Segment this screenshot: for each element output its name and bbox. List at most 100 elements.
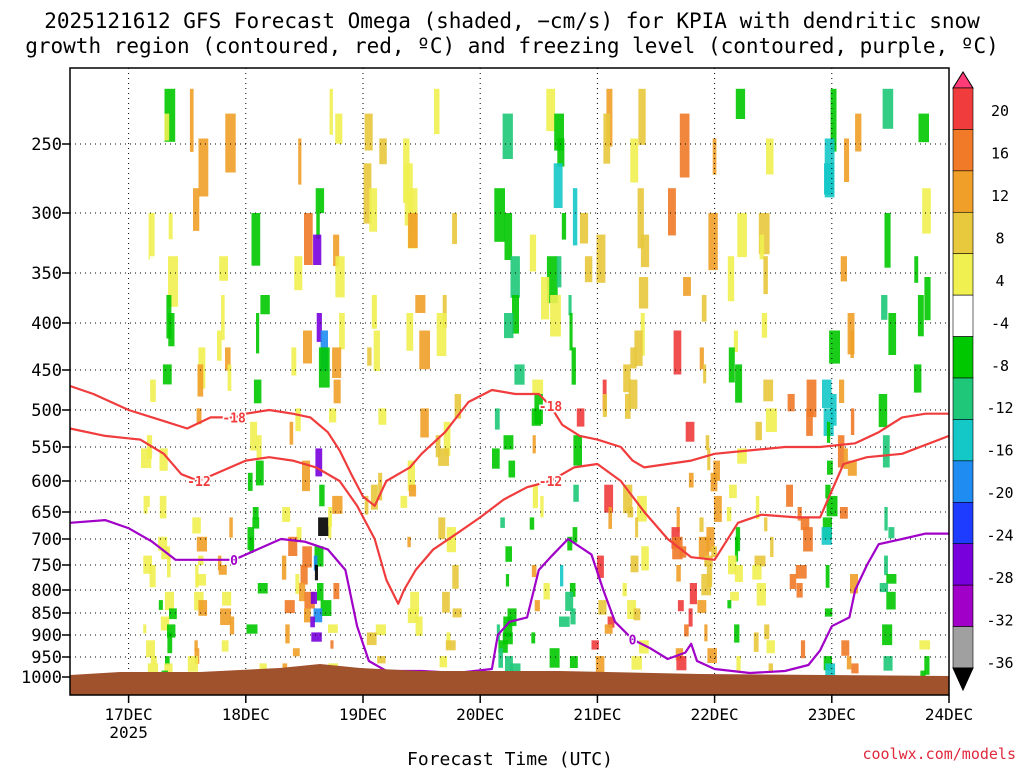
omega-cell [922, 188, 931, 234]
x-tick-label: 18DEC [222, 705, 270, 724]
omega-cell [198, 138, 209, 197]
omega-cell [883, 656, 893, 671]
omega-cell [256, 313, 260, 354]
omega-cell [822, 379, 832, 408]
omega-cell [434, 88, 440, 135]
omega-cell [847, 460, 857, 476]
omega-cell [438, 448, 449, 466]
omega-cell [159, 495, 167, 519]
omega-cell [727, 600, 732, 609]
omega-cell [150, 379, 156, 402]
omega-cell [736, 656, 741, 671]
omega-cell [573, 484, 579, 502]
x-tick-label: 20DEC [456, 705, 504, 724]
y-tick-label: 600 [31, 472, 62, 492]
colorbar-swatch [952, 626, 974, 669]
omega-cell [676, 656, 687, 671]
colorbar-label: 4 [995, 272, 1004, 290]
omega-cell [452, 608, 462, 618]
omega-cell [570, 608, 576, 625]
y-tick-label: 750 [31, 556, 62, 576]
omega-cell [335, 113, 343, 144]
omega-cell [454, 394, 462, 419]
omega-cell [638, 88, 646, 145]
omega-cell [579, 213, 589, 244]
omega-cell [502, 113, 513, 159]
omega-cell [713, 460, 720, 481]
omega-cell [597, 555, 604, 578]
colorbar-label: -16 [986, 442, 1013, 460]
omega-cell [699, 517, 704, 532]
omega-cell [888, 313, 897, 355]
colorbar-cap-bottom [952, 667, 974, 692]
omega-cell [168, 256, 179, 307]
terrain-fill [70, 664, 949, 695]
omega-cell [846, 656, 852, 670]
y-tick-label: 950 [31, 648, 62, 668]
omega-cell [187, 656, 198, 672]
omega-cell [249, 536, 254, 554]
omega-cell [407, 460, 415, 492]
omega-cell [442, 295, 447, 328]
colorbar-label: 12 [991, 187, 1009, 205]
omega-cell [510, 663, 521, 674]
omega-cell [688, 472, 694, 488]
omega-cell [635, 517, 639, 538]
omega-cell [196, 536, 207, 552]
omega-cell [371, 295, 377, 329]
omega-cell [503, 435, 514, 450]
omega-cell [728, 555, 737, 575]
omega-cell [259, 663, 267, 673]
omega-cell [668, 188, 676, 236]
omega-cell [291, 347, 297, 376]
omega-cell [673, 330, 682, 375]
omega-cell [318, 347, 330, 388]
omega-cell [704, 555, 713, 567]
omega-cell [494, 188, 505, 242]
omega-cell [918, 113, 929, 143]
omega-cell [503, 616, 513, 637]
contour-label: -12 [187, 475, 210, 490]
omega-cell [698, 536, 710, 559]
omega-cell [316, 213, 320, 239]
omega-cell [313, 608, 323, 623]
omega-cell [256, 435, 262, 460]
y-tick-label: 850 [31, 604, 62, 624]
omega-cell [167, 555, 171, 578]
omega-cell [824, 163, 834, 195]
omega-cell [335, 256, 345, 298]
omega-cell [850, 330, 854, 358]
omega-cell [420, 408, 429, 438]
omega-cell [676, 507, 680, 533]
omega-cell [683, 277, 691, 296]
omega-cell [408, 484, 417, 497]
omega-cell [514, 364, 525, 385]
omega-cell [914, 256, 919, 283]
omega-cell [764, 624, 770, 640]
omega-cell [196, 408, 202, 425]
omega-cell [167, 624, 176, 638]
omega-cell [315, 448, 323, 477]
omega-cell [318, 517, 329, 536]
omega-cell [701, 295, 707, 322]
omega-cell [840, 256, 847, 282]
x-tick-label: 22DEC [691, 705, 739, 724]
omega-cell [557, 138, 565, 167]
omega-cell [498, 640, 508, 653]
omega-cell [253, 379, 262, 404]
omega-cell [806, 379, 817, 418]
omega-cell [304, 213, 313, 265]
omega-cell [703, 364, 707, 384]
omega-cell [554, 113, 564, 151]
y-tick-label: 700 [31, 530, 62, 550]
omega-cell [758, 213, 770, 255]
omega-cell [735, 88, 746, 119]
omega-cell [710, 472, 718, 492]
omega-cell [304, 591, 315, 609]
contour-0 [69, 518, 949, 675]
omega-cell [299, 583, 306, 602]
contour-label: -18 [222, 411, 246, 426]
y-tick-label: 450 [31, 361, 62, 381]
omega-cell [439, 656, 448, 668]
